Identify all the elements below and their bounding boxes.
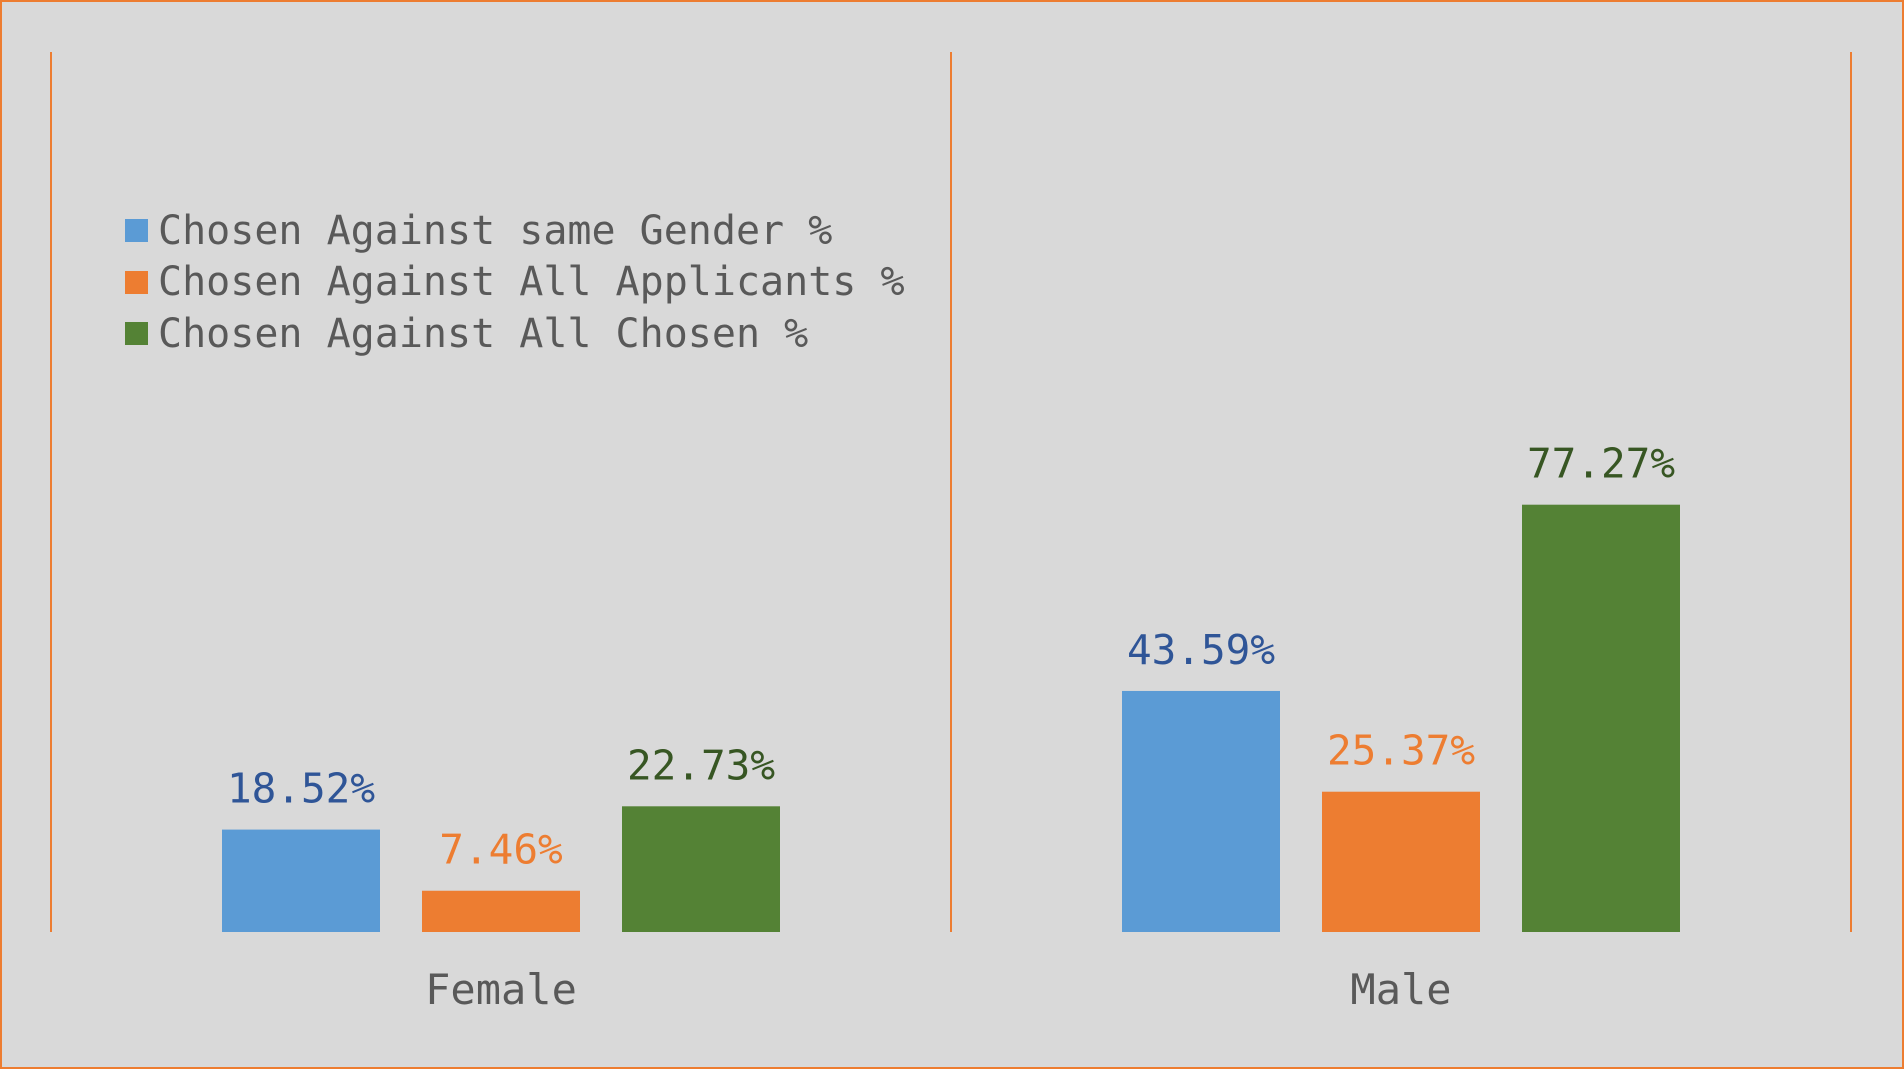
legend-swatch-orange [125,270,148,294]
bar-female-series-0 [222,829,380,932]
bar-female-series-2 [622,806,780,932]
legend-item-series-1: Chosen Against All Applicants % [125,257,905,309]
legend-swatch-green [125,322,148,346]
category-label-male: Male [1350,965,1451,1014]
data-label: 43.59% [1127,626,1275,674]
legend-item-series-0: Chosen Against same Gender % [125,205,905,257]
bar-male-series-1 [1322,791,1480,932]
data-label: 18.52% [227,765,375,813]
legend-swatch-blue [125,219,148,243]
legend-label: Chosen Against same Gender % [158,207,833,254]
bar-male-series-0 [1122,690,1280,932]
bar-male-series-2 [1522,504,1680,932]
data-label: 22.73% [627,741,775,789]
data-label: 77.27% [1527,440,1675,488]
legend-item-series-2: Chosen Against All Chosen % [125,308,905,360]
data-label: 25.37% [1327,727,1475,775]
data-label: 7.46% [439,826,563,874]
legend-label: Chosen Against All Chosen % [158,310,809,357]
bar-female-series-1 [422,890,580,932]
legend-label: Chosen Against All Applicants % [158,259,905,306]
chart-legend: Chosen Against same Gender % Chosen Agai… [125,205,905,360]
category-label-female: Female [425,965,577,1014]
